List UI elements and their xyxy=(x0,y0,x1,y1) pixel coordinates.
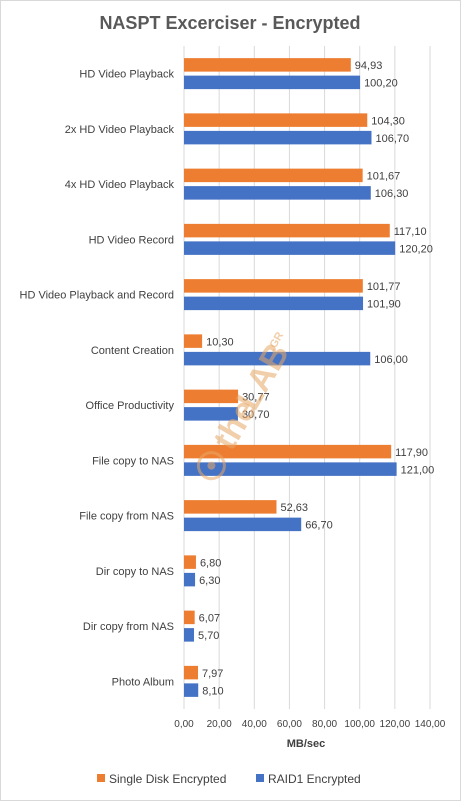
bars: 94,93 100,20 104,30 106,70 101,67 106,30 117,1… xyxy=(184,58,434,697)
bar-single-disk xyxy=(184,500,277,514)
data-label: 30,70 xyxy=(242,409,270,421)
data-label: 94,93 xyxy=(355,60,383,72)
bar-raid1 xyxy=(184,351,371,366)
bar-raid1 xyxy=(184,241,396,255)
data-label: 8,10 xyxy=(202,685,223,697)
bar-raid1 xyxy=(184,296,364,311)
category-label: File copy from NAS xyxy=(79,511,174,523)
bar-single-disk xyxy=(184,223,390,238)
bar-raid1 xyxy=(184,683,199,697)
data-label: 100,20 xyxy=(364,78,398,90)
bar-single-disk xyxy=(184,444,392,459)
category-labels: HD Video Playback 2x HD Video Playback 4x … xyxy=(20,69,175,689)
data-label: 6,30 xyxy=(199,575,220,587)
x-tick-label: 40,00 xyxy=(242,719,267,730)
category-label: HD Video Playback xyxy=(79,69,174,81)
data-label: 10,30 xyxy=(206,336,234,348)
category-label: Dir copy to NAS xyxy=(96,566,174,578)
bar-single-disk xyxy=(184,389,239,404)
data-label: 104,30 xyxy=(371,115,405,127)
legend-label: Single Disk Encrypted xyxy=(109,772,226,786)
data-label: 121,00 xyxy=(401,464,435,476)
data-label: 6,80 xyxy=(200,557,221,569)
data-label: 52,63 xyxy=(280,502,308,514)
legend: Single Disk Encrypted RAID1 Encrypted xyxy=(97,772,361,786)
category-label: 2x HD Video Playback xyxy=(65,124,175,136)
data-label: 120,20 xyxy=(399,243,433,255)
x-tick-label: 120,00 xyxy=(380,719,411,730)
bar-single-disk xyxy=(184,168,363,183)
bar-single-disk xyxy=(184,334,203,348)
category-label: Photo Album xyxy=(112,676,174,688)
bar-single-disk xyxy=(184,279,363,293)
bar-raid1 xyxy=(184,407,238,421)
category-label: Content Creation xyxy=(91,345,174,357)
x-tick-label: 20,00 xyxy=(207,719,232,730)
x-tick-label: 80,00 xyxy=(312,719,337,730)
data-label: 6,07 xyxy=(199,613,220,625)
bar-single-disk xyxy=(184,58,351,72)
bar-raid1 xyxy=(184,628,195,642)
bar-single-disk xyxy=(184,610,195,625)
data-label: 101,67 xyxy=(367,171,401,183)
bar-raid1 xyxy=(184,186,371,200)
x-tick-labels: 0,00 20,00 40,00 60,00 80,00 100,00 120,00 140,… xyxy=(174,719,445,730)
legend-swatch xyxy=(256,774,264,782)
chart-title: NASPT Excerciser - Encrypted xyxy=(99,13,360,33)
data-label: 101,90 xyxy=(367,299,401,311)
data-label: 106,70 xyxy=(375,133,409,145)
bar-raid1 xyxy=(184,130,372,145)
data-label: 7,97 xyxy=(202,668,223,680)
category-label: HD Video Playback and Record xyxy=(20,290,175,302)
x-tick-label: 60,00 xyxy=(277,719,302,730)
category-label: Office Productivity xyxy=(86,400,175,412)
legend-label: RAID1 Encrypted xyxy=(268,772,361,786)
x-tick-label: 100,00 xyxy=(344,719,375,730)
bar-single-disk xyxy=(184,665,199,680)
x-tick-label: 0,00 xyxy=(174,719,194,730)
x-axis-title: MB/sec xyxy=(287,738,326,750)
data-label: 66,70 xyxy=(305,520,333,532)
x-tick-label: 140,00 xyxy=(415,719,446,730)
data-label: 106,00 xyxy=(374,354,408,366)
category-label: File copy to NAS xyxy=(92,455,174,467)
bar-single-disk xyxy=(184,555,196,569)
data-label: 30,77 xyxy=(242,392,270,404)
data-label: 117,10 xyxy=(394,226,427,238)
bar-single-disk xyxy=(184,113,368,127)
data-label: 5,70 xyxy=(198,630,219,642)
data-label: 117,90 xyxy=(395,447,428,459)
bar-raid1 xyxy=(184,572,196,587)
category-label: HD Video Record xyxy=(89,234,174,246)
bar-raid1 xyxy=(184,517,302,532)
bar-raid1 xyxy=(184,462,397,476)
data-label: 106,30 xyxy=(375,188,409,200)
legend-swatch xyxy=(97,774,105,782)
bar-raid1 xyxy=(184,75,361,90)
category-label: Dir copy from NAS xyxy=(83,621,174,633)
gridlines xyxy=(183,46,431,709)
category-label: 4x HD Video Playback xyxy=(65,179,175,191)
data-label: 101,77 xyxy=(367,281,401,293)
